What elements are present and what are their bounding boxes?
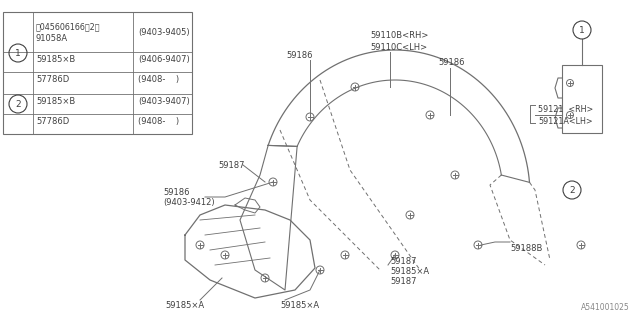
Bar — [3, 12, 192, 134]
Text: (9406-9407): (9406-9407) — [138, 55, 189, 64]
Text: 59185×A: 59185×A — [280, 300, 319, 309]
Text: 59185×B: 59185×B — [36, 55, 76, 64]
Text: 59187: 59187 — [390, 277, 417, 286]
Text: 59188B: 59188B — [510, 244, 542, 252]
Text: 59110B<RH>: 59110B<RH> — [370, 30, 428, 39]
Text: 59186: 59186 — [438, 58, 465, 67]
Text: 59185×B: 59185×B — [36, 97, 76, 106]
Text: 1: 1 — [579, 26, 585, 35]
Text: (9403-9407): (9403-9407) — [138, 97, 189, 106]
Text: 59185×A: 59185×A — [390, 268, 429, 276]
Text: 59186: 59186 — [163, 188, 189, 196]
Text: 59110C<LH>: 59110C<LH> — [370, 43, 427, 52]
Text: (9408-    ): (9408- ) — [138, 117, 179, 126]
Text: 59186: 59186 — [286, 51, 312, 60]
Text: 2: 2 — [569, 186, 575, 195]
Text: 59185×A: 59185×A — [165, 300, 205, 309]
Text: Ⓢ045606166（2）: Ⓢ045606166（2） — [36, 22, 100, 31]
Text: 59187: 59187 — [218, 161, 244, 170]
Text: 57786D: 57786D — [36, 117, 69, 126]
Text: (9408-    ): (9408- ) — [138, 75, 179, 84]
Text: 1: 1 — [15, 49, 21, 58]
Text: 59121  <RH>: 59121 <RH> — [538, 105, 593, 114]
Text: 59187: 59187 — [390, 258, 417, 267]
Text: 91058A: 91058A — [36, 34, 68, 43]
Bar — [562, 65, 602, 133]
Text: A541001025: A541001025 — [581, 303, 630, 312]
Text: 2: 2 — [15, 100, 21, 108]
Text: 59121A<LH>: 59121A<LH> — [538, 116, 593, 125]
Text: (9403-9405): (9403-9405) — [138, 28, 189, 36]
Text: 57786D: 57786D — [36, 75, 69, 84]
Text: (9403-9412): (9403-9412) — [163, 197, 214, 206]
